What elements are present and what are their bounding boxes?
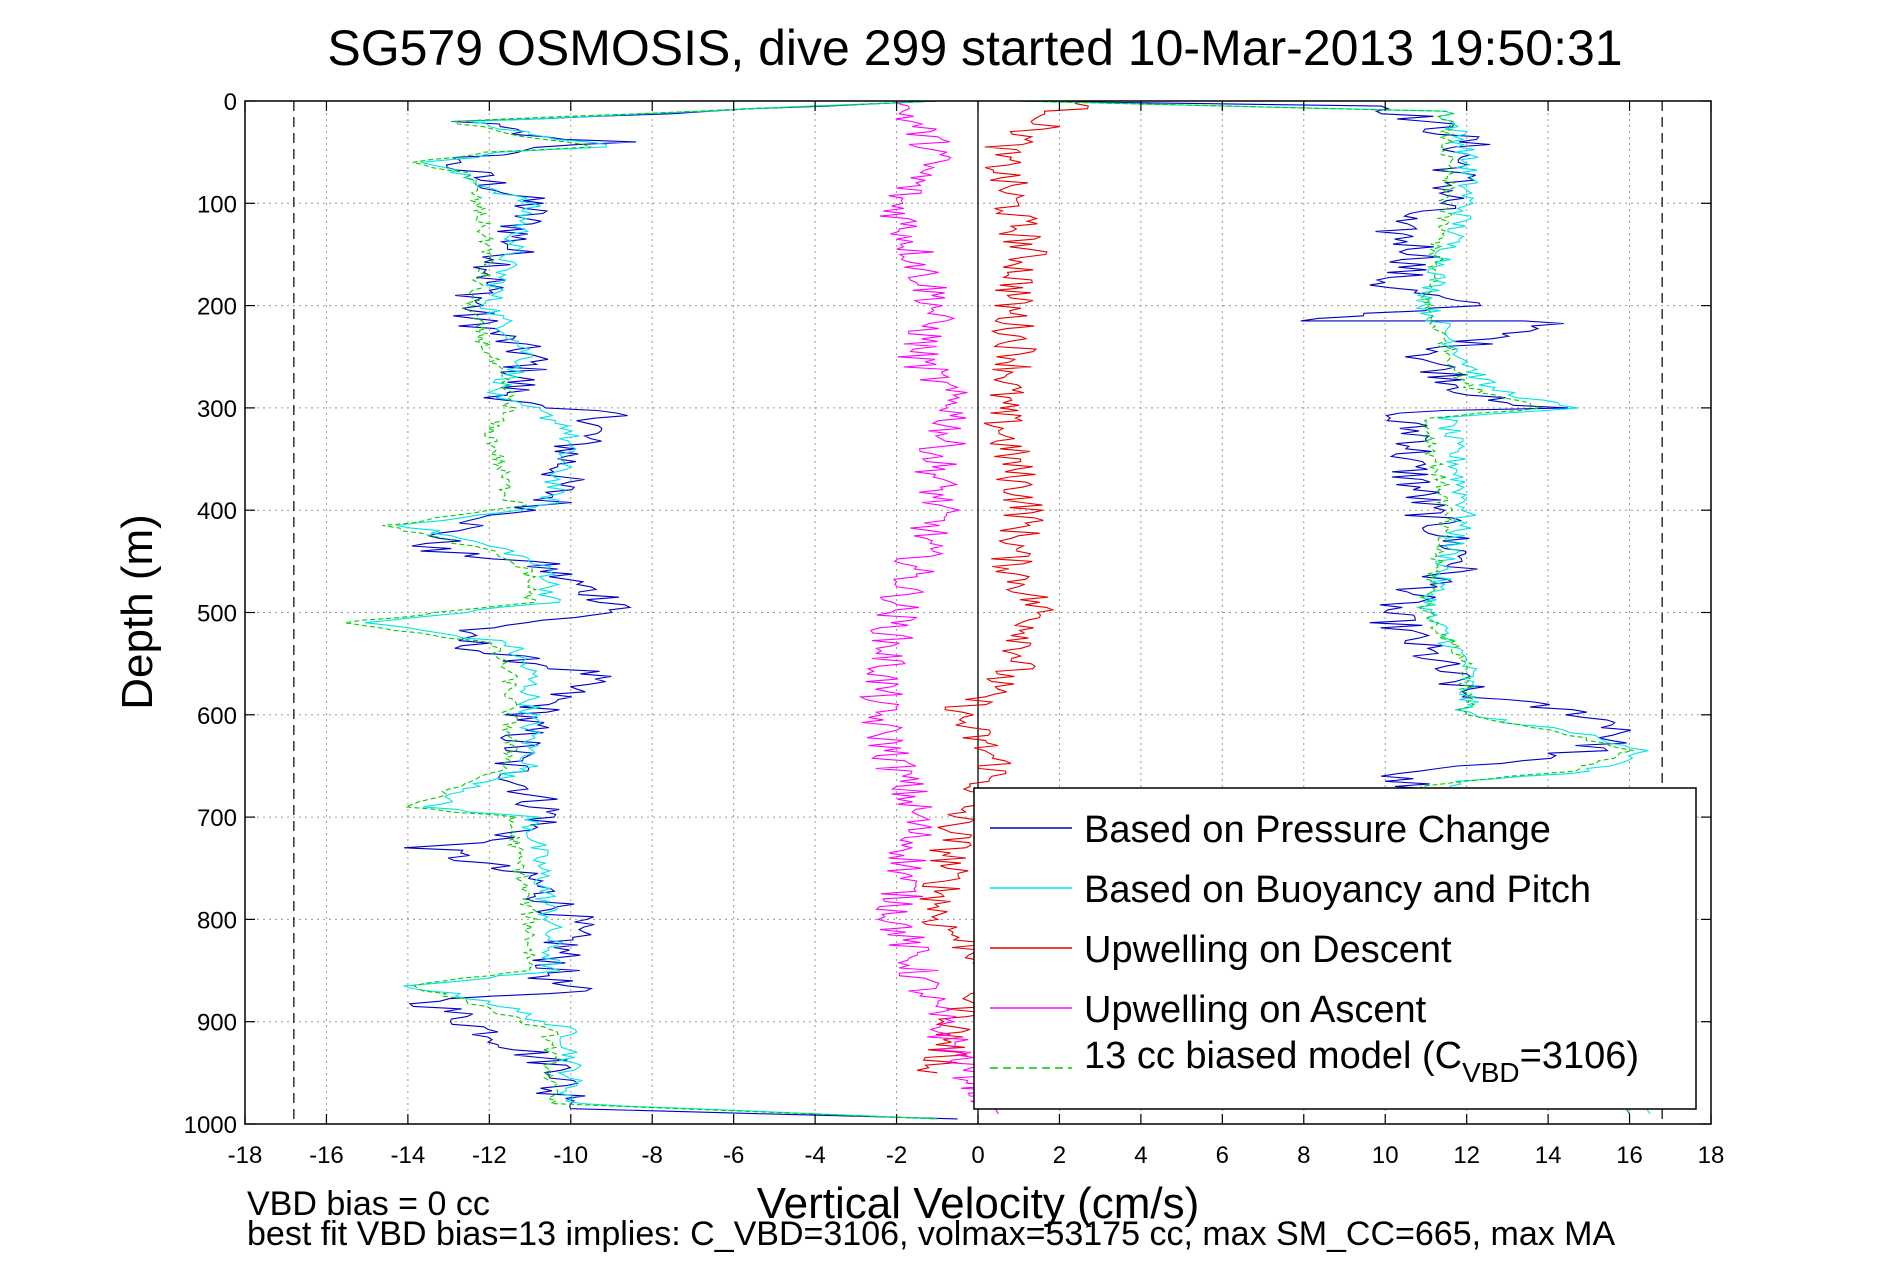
series-upwelling-on-descent — [916, 100, 1090, 1074]
x-tick-label: 12 — [1453, 1142, 1480, 1169]
x-tick-label: -6 — [723, 1142, 744, 1169]
x-tick-label: 4 — [1134, 1142, 1147, 1169]
best-fit-annotation: best fit VBD bias=13 implies: C_VBD=3106… — [247, 1215, 1616, 1253]
y-tick-label: 1000 — [184, 1112, 237, 1139]
x-tick-label: 18 — [1698, 1142, 1725, 1169]
x-tick-label: 0 — [971, 1142, 984, 1169]
x-tick-label: -12 — [472, 1142, 507, 1169]
legend-label-model-tail: =3106) — [1520, 1035, 1639, 1077]
x-tick-label: -10 — [553, 1142, 588, 1169]
y-axis-ticks: 0 100 200 300 400 500 600 700 800 900 1000 — [184, 89, 1711, 1139]
series-trace — [858, 100, 1015, 1115]
chart-title: SG579 OSMOSIS, dive 299 started 10-Mar-2… — [327, 20, 1622, 76]
legend: Based on Pressure Change Based on Buoyan… — [973, 787, 1697, 1110]
y-tick-label: 300 — [197, 396, 237, 423]
y-tick-label: 800 — [197, 907, 237, 934]
y-tick-label: 900 — [197, 1010, 237, 1037]
y-tick-label: 700 — [197, 805, 237, 832]
legend-label-buoyancy: Based on Buoyancy and Pitch — [1084, 869, 1591, 911]
series-trace — [364, 100, 938, 1120]
x-tick-label: -4 — [804, 1142, 825, 1169]
x-tick-label: 6 — [1216, 1142, 1229, 1169]
x-tick-label: -16 — [309, 1142, 344, 1169]
series-trace — [916, 100, 1090, 1074]
series-upwelling-on-ascent — [858, 100, 1015, 1115]
legend-label-model-sub: VBD — [1462, 1057, 1520, 1088]
x-tick-label: 14 — [1535, 1142, 1562, 1169]
x-tick-label: 16 — [1616, 1142, 1643, 1169]
series-layer — [344, 100, 1651, 1120]
x-tick-label: -8 — [642, 1142, 663, 1169]
y-tick-label: 200 — [197, 294, 237, 321]
x-tick-label: -2 — [886, 1142, 907, 1169]
legend-label-model-main: 13 cc biased model (C — [1084, 1035, 1462, 1077]
x-tick-label: 10 — [1372, 1142, 1399, 1169]
y-tick-label: 600 — [197, 703, 237, 730]
x-tick-label: -18 — [228, 1142, 263, 1169]
x-tick-label: 8 — [1297, 1142, 1310, 1169]
series-trace — [404, 100, 958, 1120]
series-trace — [344, 100, 938, 1120]
vbd-bias-annotation: VBD bias = 0 cc — [247, 1185, 490, 1223]
legend-label-model: 13 cc biased model (CVBD=3106) — [1084, 1035, 1639, 1088]
legend-label-ascent: Upwelling on Ascent — [1084, 989, 1427, 1031]
x-tick-label: -14 — [391, 1142, 426, 1169]
x-axis-ticks: -18 -16 -14 -12 -10 -8 -6 -4 -2 0 2 4 6 8 10 12 14 16 18 — [228, 101, 1725, 1169]
legend-label-descent: Upwelling on Descent — [1084, 929, 1452, 971]
legend-box — [973, 787, 1697, 1110]
x-axis-label: Vertical Velocity (cm/s) — [757, 1179, 1200, 1228]
y-tick-label: 0 — [224, 89, 237, 116]
legend-label-pressure: Based on Pressure Change — [1084, 809, 1551, 851]
y-tick-label: 500 — [197, 601, 237, 628]
x-tick-label: 2 — [1053, 1142, 1066, 1169]
y-axis-label: Depth (m) — [113, 514, 162, 710]
y-tick-label: 400 — [197, 498, 237, 525]
y-tick-label: 100 — [197, 191, 237, 218]
